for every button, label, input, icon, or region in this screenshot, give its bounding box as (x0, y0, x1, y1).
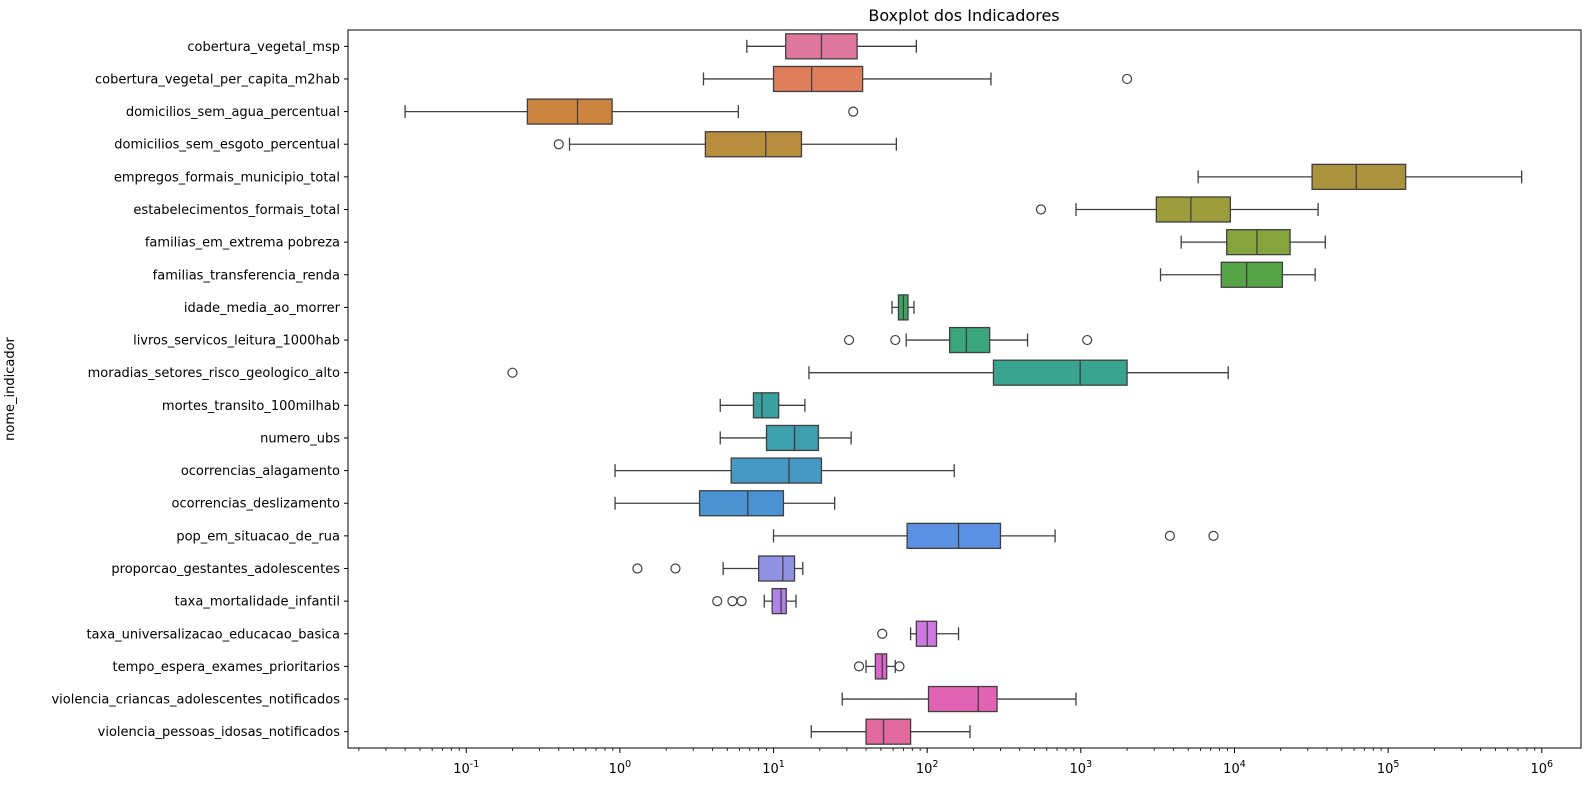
category-label: domicilios_sem_esgoto_percentual (114, 138, 340, 153)
outlier-point (1164, 530, 1176, 541)
box (1226, 228, 1291, 256)
category-label: mortes_transito_100milhab (162, 399, 340, 414)
x-tick-label: 106 (1530, 759, 1553, 777)
category-label: numero_ubs (260, 431, 340, 446)
box (730, 457, 823, 484)
box (704, 131, 803, 158)
box (771, 587, 787, 615)
box (906, 522, 1002, 550)
box (865, 718, 912, 745)
category-label: domicilios_sem_agua_percentual (126, 105, 340, 120)
category-label: taxa_mortalidade_infantil (175, 595, 340, 610)
chart-title: Boxplot dos Indicadores (868, 6, 1059, 25)
outlier-point (736, 596, 747, 607)
category-label: violencia_criancas_adolescentes_notifica… (51, 693, 340, 708)
outlier-point (890, 334, 901, 346)
outlier-point (1035, 204, 1047, 215)
x-tick-label: 100 (609, 759, 632, 777)
y-axis-label: nome_indicador (3, 336, 18, 440)
box (874, 653, 888, 680)
outlier-point (553, 139, 564, 150)
box (765, 424, 820, 452)
outlier-point (727, 596, 738, 607)
box (927, 685, 998, 713)
category-label: violencia_pessoas_idosas_notificados (98, 725, 341, 740)
category-label: familias_em_extrema pobreza (145, 236, 340, 251)
category-label: idade_media_ao_morrer (184, 301, 341, 316)
box (915, 620, 938, 647)
plot-frame (347, 29, 1582, 749)
box (948, 326, 991, 354)
outlier-point (1121, 73, 1133, 85)
category-label: estabelecimentos_formais_total (133, 203, 340, 218)
outlier-point (848, 106, 859, 117)
outlier-point (894, 661, 905, 672)
plot-area: 10-1 100 101 102 103 104 105 106 cobertura_veget… (51, 29, 1582, 777)
x-tick-label: 102 (916, 759, 939, 777)
box (772, 65, 864, 93)
outlier-point (670, 563, 681, 574)
category-label: ocorrencias_deslizamento (172, 497, 341, 512)
x-tick-label: 10-1 (453, 759, 479, 777)
x-tick-label: 105 (1377, 759, 1400, 777)
category-label: proporcao_gestantes_adolescentes (111, 562, 340, 577)
outlier-point (632, 563, 643, 574)
outlier-point (507, 367, 518, 378)
category-label: familias_transferencia_renda (153, 268, 340, 283)
category-label: moradias_setores_risco_geologico_alto (88, 366, 340, 381)
box (757, 555, 796, 582)
box (698, 490, 785, 517)
x-tick-label: 104 (1223, 759, 1246, 777)
outlier-point (1208, 530, 1219, 541)
box (1155, 196, 1232, 223)
category-label: livros_servicos_leitura_1000hab (133, 334, 340, 349)
box (992, 359, 1128, 386)
x-tick-label: 103 (1070, 759, 1093, 777)
box (526, 98, 613, 125)
category-label: cobertura_vegetal_msp (187, 40, 340, 55)
category-label: pop_em_situacao_de_rua (176, 529, 340, 544)
box (1311, 163, 1407, 191)
box (1220, 261, 1284, 288)
category-label: cobertura_vegetal_per_capita_m2hab (95, 72, 340, 87)
category-label: tempo_espera_exames_prioritarios (112, 660, 340, 675)
outlier-point (853, 661, 865, 672)
x-tick-label: 101 (762, 759, 785, 777)
outlier-point (843, 334, 855, 346)
category-label: taxa_universalizacao_educacao_basica (86, 627, 340, 642)
category-label: ocorrencias_alagamento (181, 464, 340, 479)
outlier-point (877, 628, 888, 639)
outlier-point (712, 596, 723, 607)
outlier-point (1082, 334, 1093, 346)
category-label: empregos_formais_municipio_total (114, 170, 340, 185)
box (752, 392, 780, 419)
